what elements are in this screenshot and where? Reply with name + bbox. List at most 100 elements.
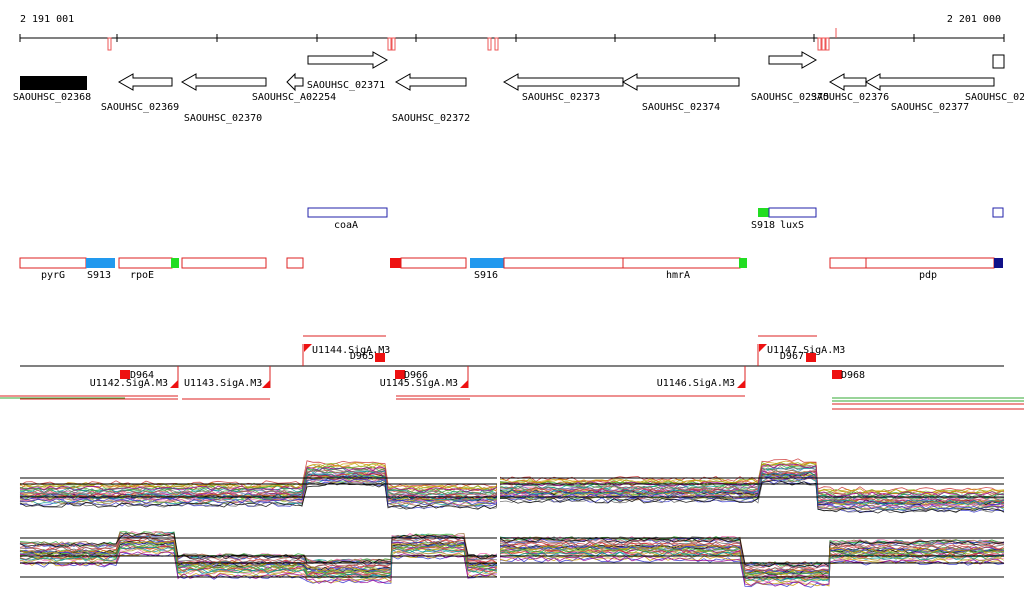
promoter-box xyxy=(832,370,842,379)
expression-trace xyxy=(19,463,1005,497)
promoter-flag xyxy=(262,380,270,388)
gene-label: SAOUHSC_02370 xyxy=(184,113,262,124)
panel-gap xyxy=(497,470,500,585)
expression-trace xyxy=(19,471,1005,506)
promoter-flag xyxy=(737,380,745,388)
feature-box xyxy=(400,257,467,269)
gene-label: SAOUHSC_02375 xyxy=(751,92,829,103)
ruler-marker xyxy=(387,37,392,51)
gene-label: SAOUHSC_02369 xyxy=(101,102,179,113)
feature-box xyxy=(739,258,747,268)
promoter-label: U1144.SigA.M3 xyxy=(312,345,390,356)
ruler-marker xyxy=(817,37,822,51)
expression-trace xyxy=(19,541,1005,576)
expression-trace xyxy=(19,551,1005,587)
gene-box xyxy=(20,76,87,90)
ruler-end: 2 201 000 xyxy=(947,14,1001,25)
ruler-marker xyxy=(487,37,492,51)
expression-trace xyxy=(19,466,1005,500)
expression-trace xyxy=(19,460,1005,494)
gene-arrow xyxy=(394,73,467,91)
promoter-label: D966 xyxy=(404,370,428,381)
expression-trace xyxy=(19,462,1005,496)
ruler-marker xyxy=(107,37,112,51)
ruler-marker xyxy=(825,37,830,51)
promoter-label: U1146.SigA.M3 xyxy=(657,378,735,389)
promoter-label: D967 xyxy=(780,351,804,362)
gene-label: SAOUHSC_02373 xyxy=(522,92,600,103)
feature-box xyxy=(758,208,769,217)
feature-label: S918 xyxy=(751,220,775,231)
feature-label: pdp xyxy=(919,270,937,281)
feature-box xyxy=(829,257,867,269)
promoter-flag xyxy=(759,344,767,352)
gene-label: SAOUHSC_02377 xyxy=(891,102,969,113)
promoter-label: D965 xyxy=(350,351,374,362)
gene-arrow xyxy=(502,73,624,91)
promoter-label: D968 xyxy=(841,370,865,381)
gene-label: SAOUHSC_02376 xyxy=(811,92,889,103)
expression-trace xyxy=(19,471,1005,506)
gene-label: SAOUHSC_02372 xyxy=(392,113,470,124)
gene-arrow xyxy=(621,73,740,91)
feature-label: hmrA xyxy=(666,270,690,281)
feature-label: pyrG xyxy=(41,270,65,281)
expression-trace xyxy=(19,476,1005,510)
feature-label: S916 xyxy=(474,270,498,281)
feature-box xyxy=(286,257,304,269)
ruler-marker xyxy=(494,37,499,51)
ruler-marker xyxy=(391,37,396,51)
promoter-flag xyxy=(170,380,178,388)
feature-box xyxy=(118,257,173,269)
promoter-box xyxy=(395,370,405,379)
expression-trace xyxy=(19,544,1005,580)
expression-trace xyxy=(19,479,1005,514)
expression-trace xyxy=(19,546,1005,583)
feature-box xyxy=(181,257,267,269)
promoter-flag xyxy=(304,344,312,352)
feature-box xyxy=(470,258,504,268)
feature-box xyxy=(992,207,1004,218)
ruler-marker xyxy=(821,37,826,51)
promoter-label: U1145.SigA.M3 xyxy=(380,378,458,389)
feature-box xyxy=(390,258,401,268)
gene-arrow xyxy=(117,73,173,91)
promoter-label: U1142.SigA.M3 xyxy=(90,378,168,389)
expression-trace xyxy=(19,479,1005,514)
gene-arrow xyxy=(768,51,818,69)
feature-box xyxy=(994,258,1003,268)
feature-box xyxy=(171,258,179,268)
feature-box xyxy=(86,258,115,268)
expression-trace xyxy=(19,540,1005,576)
expression-trace xyxy=(19,539,1004,574)
gene-label: SAOUHSC_02371 xyxy=(307,80,385,91)
promoter-box xyxy=(375,353,385,362)
gene-arrow xyxy=(286,72,304,92)
feature-label: rpoE xyxy=(130,270,154,281)
gene-label: SAOUHSC_02368 xyxy=(13,92,91,103)
feature-box xyxy=(865,257,995,269)
feature-label: S913 xyxy=(87,270,111,281)
expression-trace xyxy=(19,535,1005,572)
gene-box xyxy=(992,54,1005,69)
promoter-box xyxy=(120,370,130,379)
promoter-label: U1143.SigA.M3 xyxy=(184,378,262,389)
feature-box xyxy=(768,207,817,218)
expression-trace xyxy=(19,532,1005,568)
gene-arrow xyxy=(180,73,267,91)
promoter-flag xyxy=(460,380,468,388)
feature-box xyxy=(622,257,741,269)
ruler-start: 2 191 001 xyxy=(20,14,74,25)
feature-box xyxy=(307,207,388,218)
gene-label: SAOUHSC_A02254 xyxy=(252,92,336,103)
feature-box xyxy=(19,257,87,269)
feature-box xyxy=(503,257,624,269)
promoter-box xyxy=(806,353,816,362)
gene-label: SAOUHSC_02374 xyxy=(642,102,720,113)
feature-label: luxS xyxy=(780,220,804,231)
expression-trace xyxy=(19,467,1005,502)
gene-arrow xyxy=(828,73,867,91)
feature-label: coaA xyxy=(334,220,358,231)
promoter-label: U1147.SigA.M3 xyxy=(767,345,845,356)
